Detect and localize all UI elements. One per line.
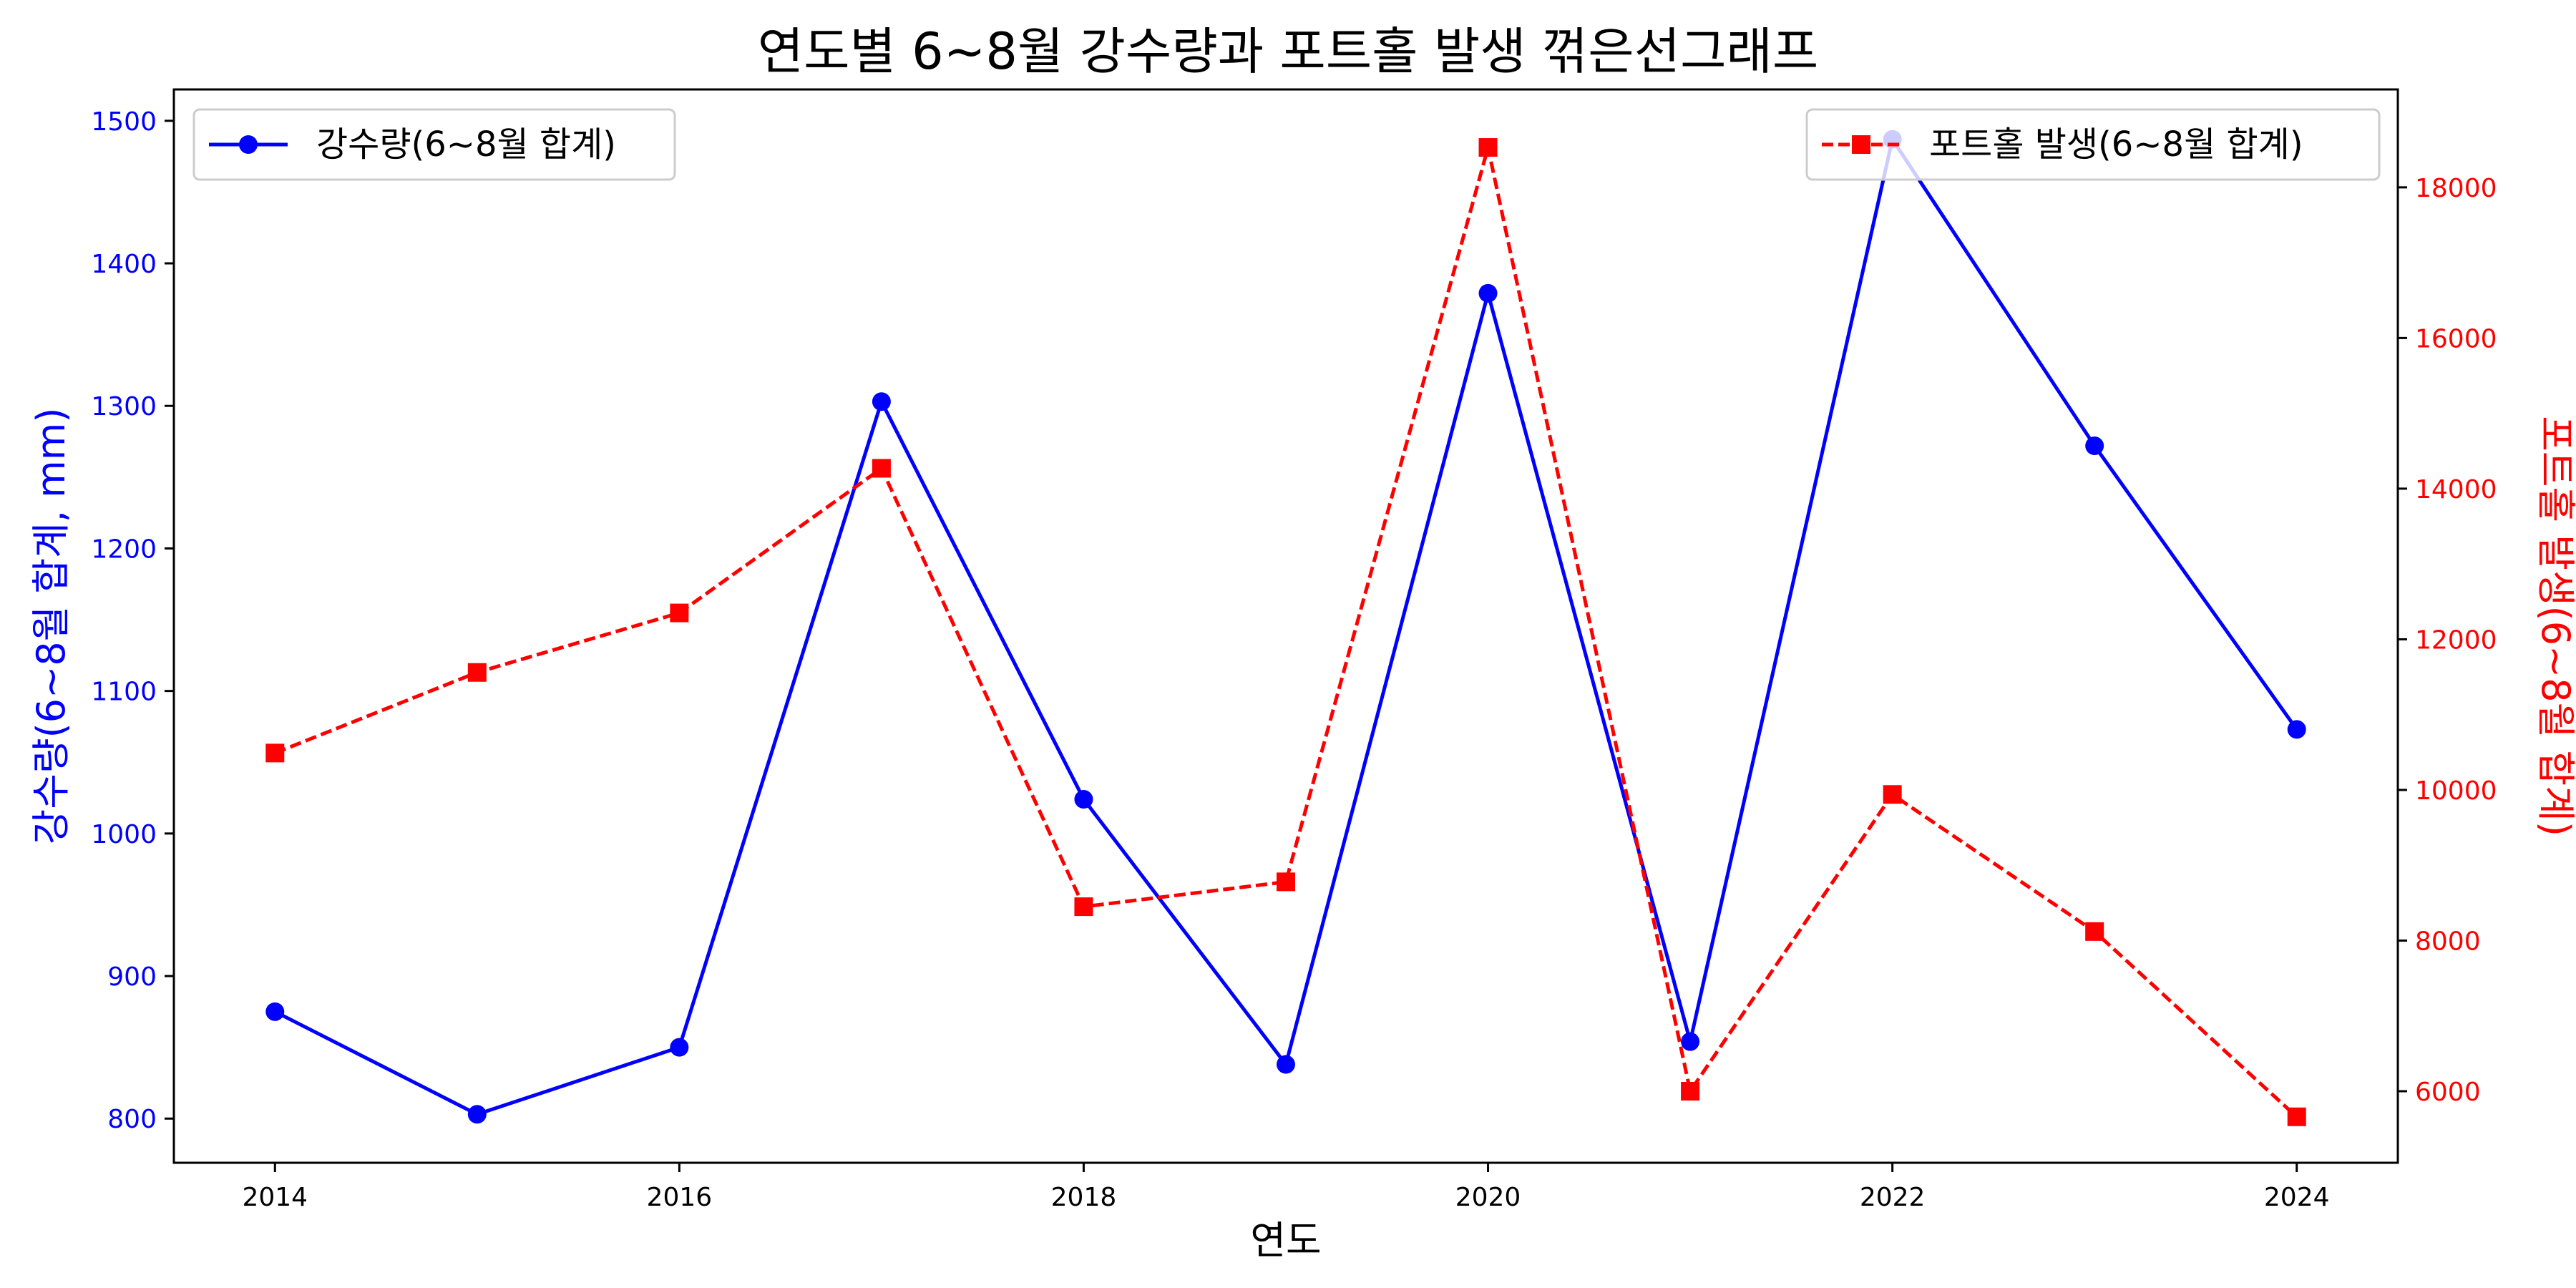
rainfall-data-point bbox=[872, 392, 891, 411]
left-y-axis-ticks: 800 900 1000 1100 1200 1300 1400 1500 bbox=[91, 107, 174, 1134]
rainfall-data-point bbox=[1074, 790, 1093, 809]
x-tick-label: 2022 bbox=[1860, 1183, 1926, 1212]
left-y-tick-label: 900 bbox=[107, 962, 157, 992]
rainfall-data-point bbox=[670, 1038, 689, 1057]
left-y-tick-label: 1000 bbox=[91, 820, 157, 849]
pothole-data-point bbox=[265, 743, 285, 763]
legend-pothole-label: 포트홀 발생(6~8월 합계) bbox=[1929, 125, 2303, 165]
legend-rainfall: 강수량(6~8월 합계) bbox=[192, 108, 676, 181]
pothole-data-point bbox=[467, 663, 487, 682]
pothole-series-line bbox=[274, 145, 2298, 1118]
x-tick-label: 2024 bbox=[2264, 1183, 2330, 1212]
pothole-data-point bbox=[1478, 138, 1498, 157]
rainfall-data-point bbox=[467, 1105, 487, 1124]
right-y-axis-label: 포트홀 발생(6~8월 합계) bbox=[2533, 416, 2576, 836]
left-y-tick-label: 800 bbox=[107, 1105, 157, 1134]
right-y-tick-label: 10000 bbox=[2415, 776, 2497, 806]
left-y-tick-label: 1500 bbox=[91, 107, 157, 137]
right-y-tick-label: 6000 bbox=[2415, 1078, 2481, 1107]
rainfall-data-point bbox=[1681, 1032, 1700, 1051]
rainfall-data-point bbox=[2287, 720, 2306, 739]
left-y-tick-label: 1200 bbox=[91, 535, 157, 564]
legend-pothole: 포트홀 발생(6~8월 합계) bbox=[1805, 108, 2381, 181]
pothole-data-point bbox=[1883, 785, 1902, 804]
x-tick-label: 2020 bbox=[1455, 1183, 1521, 1212]
left-y-tick-label: 1400 bbox=[91, 250, 157, 279]
right-y-tick-label: 12000 bbox=[2415, 625, 2497, 655]
pothole-data-point bbox=[1074, 897, 1093, 917]
pothole-data-point bbox=[1277, 872, 1295, 892]
legend-rainfall-box bbox=[192, 108, 676, 181]
rainfall-data-point bbox=[1478, 283, 1498, 303]
plot-area-frame bbox=[172, 88, 2399, 1164]
right-y-tick-label: 14000 bbox=[2415, 475, 2497, 504]
pothole-data-point bbox=[2085, 922, 2104, 941]
rainfall-series-line bbox=[274, 137, 2298, 1116]
x-axis-label: 연도 bbox=[1250, 1218, 1321, 1263]
pothole-data-point bbox=[872, 459, 891, 478]
series-layer bbox=[265, 130, 2306, 1126]
pothole-data-point bbox=[1681, 1082, 1700, 1101]
left-y-tick-label: 1100 bbox=[91, 678, 157, 707]
x-axis-ticks: 2014 2016 2018 2020 2022 2024 bbox=[242, 1163, 2330, 1212]
right-y-tick-label: 8000 bbox=[2415, 927, 2481, 956]
right-y-tick-label: 18000 bbox=[2415, 174, 2497, 203]
legend-pothole-marker bbox=[1852, 135, 1870, 154]
x-tick-label: 2014 bbox=[242, 1183, 308, 1212]
chart-title: 연도별 6~8월 강수량과 포트홀 발생 꺾은선그래프 bbox=[758, 22, 1819, 81]
legend-pothole-box bbox=[1805, 108, 2381, 181]
pothole-data-point bbox=[2287, 1107, 2306, 1126]
rainfall-data-point bbox=[2085, 436, 2104, 456]
pothole-data-point bbox=[670, 603, 689, 623]
x-tick-label: 2018 bbox=[1051, 1183, 1117, 1212]
right-y-tick-label: 16000 bbox=[2415, 324, 2497, 353]
rainfall-data-point bbox=[265, 1002, 285, 1021]
legend-rainfall-marker bbox=[239, 135, 258, 154]
rainfall-data-point bbox=[1277, 1055, 1295, 1074]
legend-rainfall-label: 강수량(6~8월 합계) bbox=[316, 125, 616, 165]
x-tick-label: 2016 bbox=[647, 1183, 713, 1212]
right-y-axis-ticks: 6000 8000 10000 12000 14000 16000 18000 bbox=[2398, 174, 2497, 1107]
left-y-axis-label: 강수량(6~8월 합계, mm) bbox=[29, 408, 74, 845]
left-y-tick-label: 1300 bbox=[91, 392, 157, 421]
